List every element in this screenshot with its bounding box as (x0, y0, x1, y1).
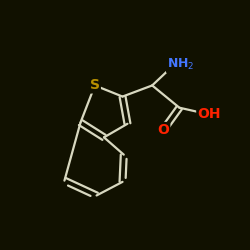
Text: O: O (158, 123, 169, 137)
Text: OH: OH (197, 107, 221, 121)
Text: S: S (90, 78, 100, 92)
Text: NH$_2$: NH$_2$ (167, 57, 194, 72)
